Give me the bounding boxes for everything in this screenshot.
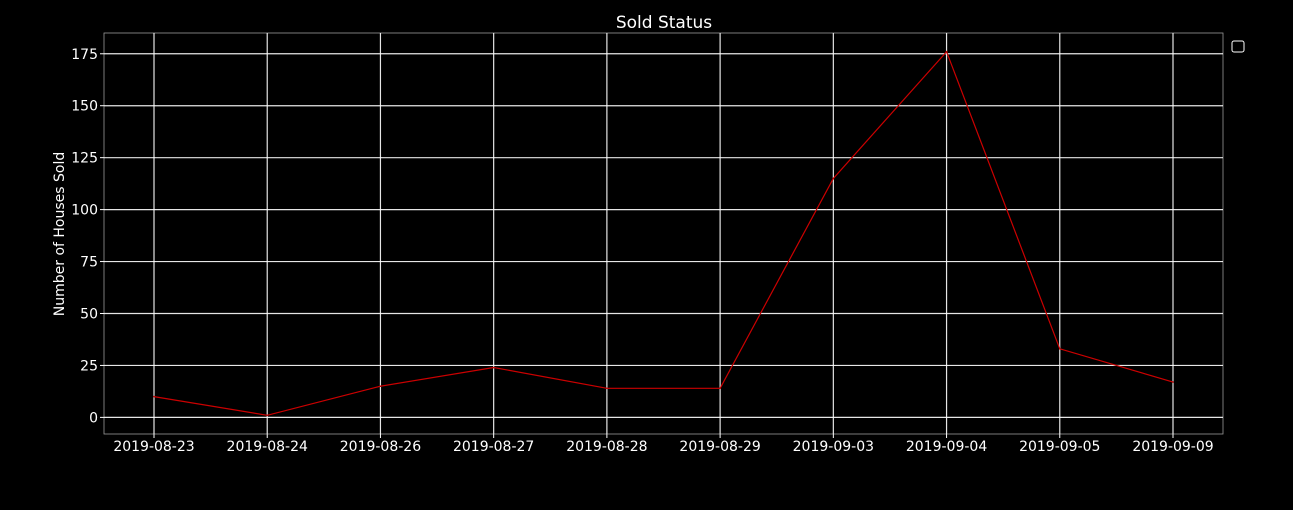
- x-tick-label: 2019-09-09: [1132, 439, 1213, 455]
- data-point: [1172, 381, 1174, 383]
- y-tick-label: 75: [80, 255, 98, 271]
- x-tick-label: 2019-09-04: [906, 439, 987, 455]
- x-tick-label: 2019-08-28: [566, 439, 647, 455]
- data-point: [153, 395, 155, 398]
- data-point: [379, 385, 382, 388]
- tick-layer: 2019-08-23 2019-08-24 2019-08-26 2019-08-27…: [71, 47, 1213, 455]
- x-tick-label: 2019-09-05: [1019, 439, 1100, 455]
- x-tick-label: 2019-08-29: [679, 439, 760, 455]
- series-line: [153, 50, 1174, 416]
- data-point: [266, 414, 269, 417]
- series-layer: [153, 50, 1174, 417]
- y-tick-label: 0: [89, 410, 98, 426]
- x-tick-label: 2019-08-23: [113, 439, 194, 455]
- y-tick-label: 25: [80, 358, 98, 374]
- legend-box: [1231, 40, 1245, 53]
- x-tick-label: 2019-09-03: [793, 439, 874, 455]
- data-point: [492, 366, 495, 369]
- x-tick-label: 2019-08-26: [340, 439, 421, 455]
- data-point: [945, 50, 948, 53]
- data-point: [832, 177, 835, 180]
- y-tick-label: 100: [71, 203, 98, 219]
- data-point: [719, 387, 721, 390]
- chart-title: Sold Status: [616, 13, 712, 33]
- y-tick-label: 125: [71, 151, 98, 167]
- x-tick-label: 2019-08-27: [453, 439, 534, 455]
- y-tick-label: 175: [71, 47, 98, 63]
- plot-frame: [103, 32, 1224, 435]
- data-point: [1058, 348, 1061, 350]
- data-point: [606, 387, 608, 390]
- y-tick-label: 50: [80, 306, 98, 322]
- x-tick-label: 2019-08-24: [227, 439, 308, 455]
- grid: [104, 33, 1223, 434]
- y-tick-label: 150: [71, 99, 98, 115]
- y-axis-label: Number of Houses Sold: [52, 152, 68, 316]
